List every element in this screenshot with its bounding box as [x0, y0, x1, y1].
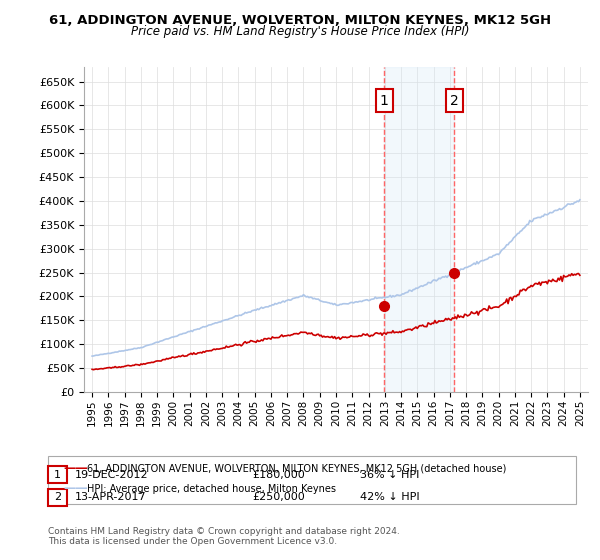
Text: 2: 2	[54, 492, 61, 502]
Text: 2: 2	[450, 94, 459, 108]
Text: ——: ——	[63, 462, 88, 475]
Text: 36% ↓ HPI: 36% ↓ HPI	[360, 470, 419, 480]
Text: 61, ADDINGTON AVENUE, WOLVERTON, MILTON KEYNES, MK12 5GH: 61, ADDINGTON AVENUE, WOLVERTON, MILTON …	[49, 14, 551, 27]
Text: 19-DEC-2012: 19-DEC-2012	[75, 470, 149, 480]
Text: 61, ADDINGTON AVENUE, WOLVERTON, MILTON KEYNES, MK12 5GH (detached house): 61, ADDINGTON AVENUE, WOLVERTON, MILTON …	[87, 464, 506, 474]
Text: HPI: Average price, detached house, Milton Keynes: HPI: Average price, detached house, Milt…	[87, 484, 336, 494]
Text: Price paid vs. HM Land Registry's House Price Index (HPI): Price paid vs. HM Land Registry's House …	[131, 25, 469, 38]
Text: 1: 1	[54, 470, 61, 480]
Text: £250,000: £250,000	[252, 492, 305, 502]
Text: 42% ↓ HPI: 42% ↓ HPI	[360, 492, 419, 502]
Text: Contains HM Land Registry data © Crown copyright and database right 2024.
This d: Contains HM Land Registry data © Crown c…	[48, 526, 400, 546]
Text: 13-APR-2017: 13-APR-2017	[75, 492, 146, 502]
Bar	[384, 67, 454, 392]
Text: 1: 1	[380, 94, 389, 108]
Text: £180,000: £180,000	[252, 470, 305, 480]
Text: ——: ——	[63, 482, 88, 496]
